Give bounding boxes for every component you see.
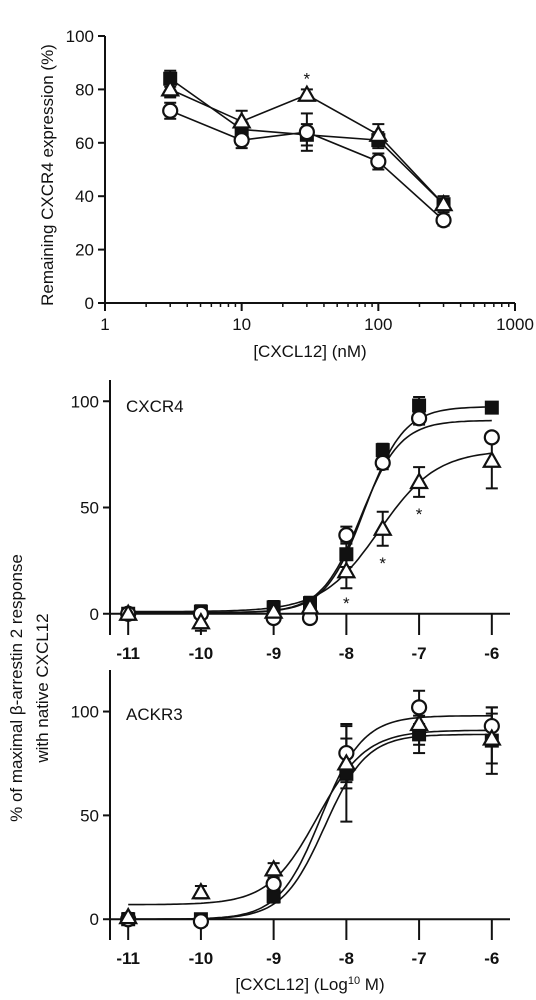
chart-panel-cxcr4-expression: 0 20 40 60 80 100 1 10 100 1000 * [CXCL12] (nM) R… (38, 27, 534, 361)
significance-asterisk: * (304, 70, 311, 89)
x-tick-label: -7 (412, 644, 427, 663)
x-tick-label: -10 (189, 644, 214, 663)
tick-labels: 0 50 100 -11 -10 -9 -8 -7 -6 (71, 392, 500, 663)
fit-curve (128, 419, 492, 614)
data-marks: * * * (118, 396, 502, 632)
fit-curve (128, 729, 492, 906)
data-point (263, 601, 284, 619)
data-point (263, 859, 284, 877)
data-point (192, 913, 210, 930)
y-tick-label: 20 (75, 241, 94, 260)
x-tick-label: -9 (266, 949, 281, 968)
data-point (162, 102, 179, 119)
data-point (483, 429, 500, 446)
data-point (409, 471, 429, 490)
data-point (160, 79, 181, 97)
tick-labels: 0 50 100 -11 -10 -9 -8 -7 -6 (71, 703, 500, 968)
data-point (484, 400, 499, 415)
data-point (296, 84, 317, 102)
x-tick-label: -9 (266, 644, 281, 663)
data-point (300, 597, 320, 615)
y-axis-title: Remaining CXCR4 expression (%) (38, 44, 57, 306)
panel-label-cxcr4: CXCR4 (126, 397, 184, 416)
y-tick-label: 0 (85, 294, 94, 313)
data-point (435, 212, 452, 229)
fit-curve (128, 715, 492, 920)
x-axis-title: [CXCL12] (nM) (253, 342, 366, 361)
data-point (118, 603, 139, 621)
data-point (233, 132, 250, 149)
data-point (339, 547, 354, 562)
y-tick-label: 100 (66, 27, 94, 46)
y-tick-label: 100 (71, 392, 99, 411)
x-tick-label: 1 (100, 315, 109, 334)
data-point (338, 527, 355, 544)
significance-asterisk: * (416, 505, 423, 524)
data-point (433, 193, 454, 212)
tick-labels: 0 20 40 60 80 100 1 10 100 1000 (66, 27, 534, 334)
x-tick-label: -7 (412, 949, 427, 968)
data-marks (118, 689, 502, 930)
y-tick-label: 80 (75, 80, 94, 99)
data-point (481, 728, 502, 746)
x-tick-label: -11 (116, 949, 140, 968)
data-point (265, 875, 282, 893)
data-point (481, 450, 502, 468)
data-point (409, 713, 429, 732)
superscript-ten: 10 (348, 975, 360, 987)
chart-panel-ackr3-arrestin: 0 50 100 -11 -10 -9 -8 -7 -6 ACKR3 [CXCL12] (Log… (71, 670, 510, 994)
x-tick-label: 1000 (496, 315, 534, 334)
significance-asterisk: * (379, 554, 386, 573)
y-tick-label: 50 (80, 499, 99, 518)
data-point (191, 612, 211, 630)
data-point (410, 410, 428, 427)
shared-y-axis-title-line1: % of maximal β-arrestin 2 response (7, 554, 26, 822)
chart-panel-cxcr4-arrestin: 0 50 100 -11 -10 -9 -8 -7 -6 * * * CXCR4 (71, 380, 510, 663)
y-tick-label: 40 (75, 187, 94, 206)
x-tick-label: -11 (116, 644, 140, 663)
data-point (336, 753, 357, 771)
x-axis-title-log: [CXCL12] (Log10 M) (235, 975, 384, 994)
data-point (298, 124, 315, 141)
data-point (370, 153, 387, 170)
fit-curve (128, 406, 492, 614)
data-point (191, 882, 211, 900)
x-tick-label: -6 (484, 949, 499, 968)
axes (98, 35, 516, 311)
y-tick-label: 60 (75, 134, 94, 153)
y-tick-label: 0 (90, 605, 99, 624)
y-tick-label: 50 (80, 806, 99, 825)
data-point (368, 124, 389, 142)
data-point (374, 454, 391, 471)
shared-y-axis-title-line2: with native CXCL12 (33, 613, 52, 763)
x-tick-label: 10 (232, 315, 251, 334)
fit-curve (128, 733, 492, 920)
x-tick-label: 100 (364, 315, 392, 334)
x-tick-label: -10 (189, 949, 214, 968)
significance-asterisk: * (343, 594, 350, 613)
data-point (375, 443, 390, 458)
data-point (336, 561, 357, 579)
data-point (118, 906, 139, 925)
data-point (412, 398, 427, 413)
x-tick-label: -6 (484, 644, 499, 663)
data-point (231, 111, 252, 129)
x-tick-label: -8 (339, 644, 354, 663)
y-tick-label: 0 (90, 910, 99, 929)
y-tick-label: 100 (71, 703, 99, 722)
fit-curve (128, 452, 492, 613)
data-point (410, 699, 428, 716)
x-tick-label: -8 (339, 949, 354, 968)
data-point (372, 518, 393, 536)
data-marks: * (160, 69, 454, 229)
panel-label-ackr3: ACKR3 (126, 705, 183, 724)
